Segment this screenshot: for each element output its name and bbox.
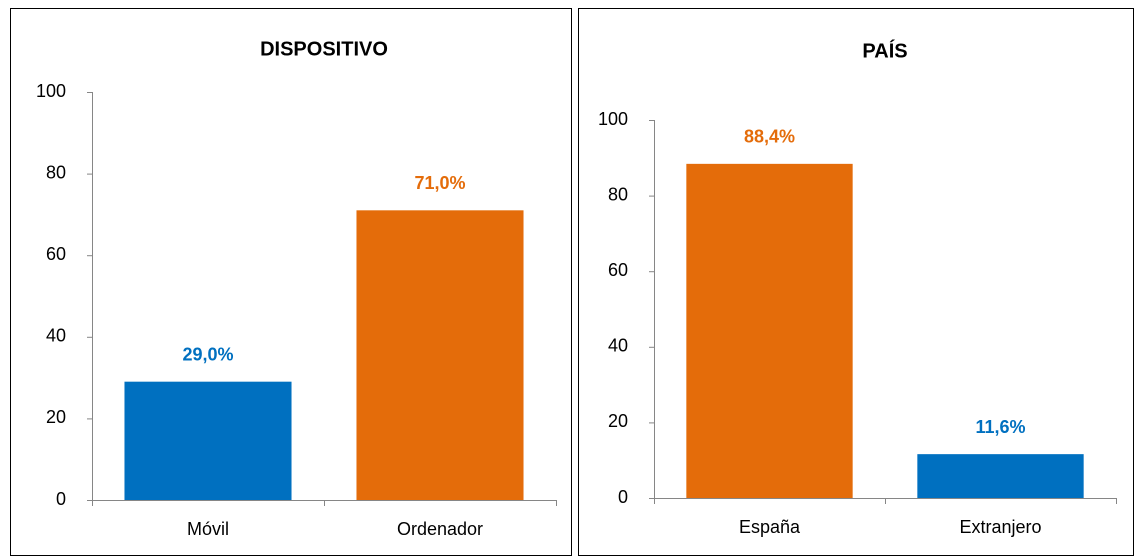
- x-tick-label: Ordenador: [397, 519, 483, 539]
- y-tick-label: 60: [608, 260, 628, 280]
- y-tick-label: 0: [618, 487, 628, 507]
- bar: [686, 163, 853, 498]
- value-label: 71,0%: [414, 173, 465, 193]
- y-tick-label: 40: [46, 326, 66, 346]
- y-tick-label: 60: [46, 244, 66, 264]
- y-tick-label: 80: [608, 184, 628, 204]
- y-tick-label: 40: [608, 336, 628, 356]
- x-tick-label: Extranjero: [959, 517, 1041, 537]
- y-tick-label: 100: [598, 109, 628, 129]
- bar: [917, 454, 1084, 498]
- y-tick-label: 20: [608, 411, 628, 431]
- value-label: 29,0%: [182, 344, 233, 364]
- x-tick-label: España: [739, 517, 801, 537]
- bar: [356, 210, 524, 500]
- chart-title: DISPOSITIVO: [260, 38, 388, 60]
- value-label: 11,6%: [975, 417, 1025, 437]
- panel-frame: [10, 8, 572, 556]
- chart-title: PAÍS: [862, 39, 907, 62]
- bar: [124, 381, 292, 500]
- panel-frame: [578, 8, 1134, 556]
- value-label: 88,4%: [744, 127, 795, 147]
- y-tick-label: 0: [56, 489, 66, 509]
- y-tick-label: 20: [46, 407, 66, 427]
- y-tick-label: 80: [46, 162, 66, 182]
- x-tick-label: Móvil: [187, 519, 229, 539]
- y-tick-label: 100: [36, 81, 66, 101]
